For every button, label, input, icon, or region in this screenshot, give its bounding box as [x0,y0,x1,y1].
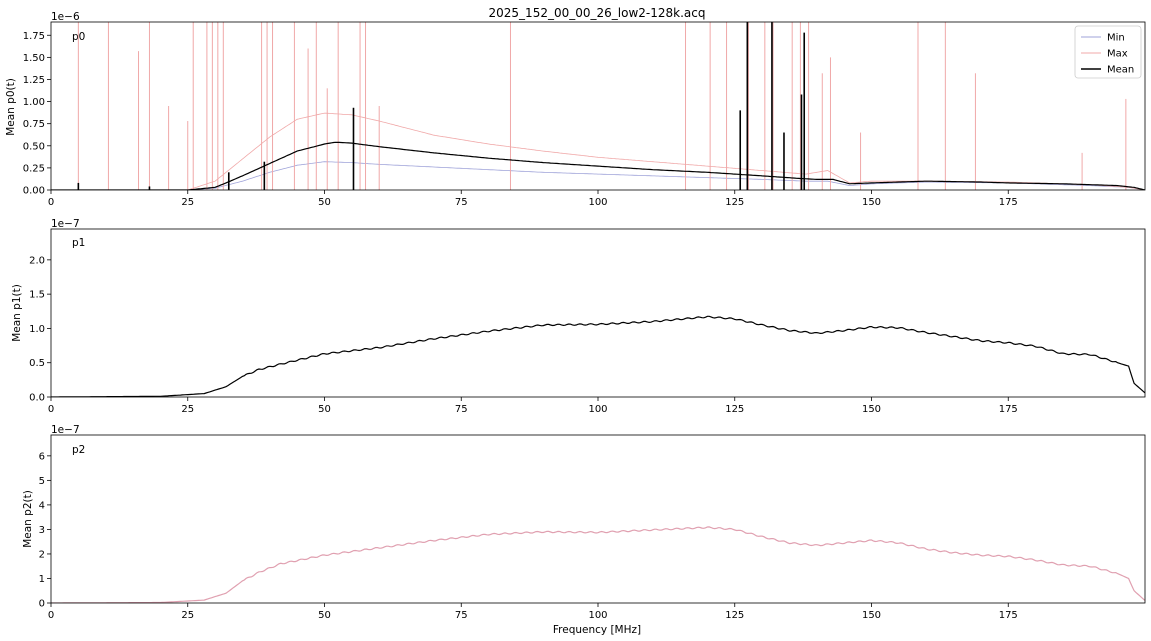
x-tick-label: 150 [862,404,881,415]
series-line-p1-series [51,315,1145,397]
panel-p0-plot-area [51,22,1145,190]
x-tick-label: 125 [725,197,744,208]
x-tick-label: 50 [318,404,331,415]
panel-p2-label: p2 [72,444,85,456]
panel-p2-plot-area [51,526,1145,603]
panel-p1: p1 Mean p1(t) 1e−7 0 25 50 75 100 125 150 175 0.… [11,218,1146,415]
legend-label-max: Max [1107,49,1128,60]
y-tick-label: 6 [39,451,45,462]
y-tick-label: 1 [39,574,45,585]
y-tick-label: 3 [39,525,45,536]
y-tick-label: 0.25 [23,163,45,174]
y-tick-label: 5 [39,476,45,487]
x-tick-label: 150 [862,197,881,208]
x-tick-label: 125 [725,610,744,621]
series-line-p2-series [51,526,1145,603]
y-tick-label: 0.0 [29,393,45,404]
x-axis-label: Frequency [MHz] [553,624,641,636]
panel-p0: p0 Mean p0(t) 1e−6 02550751001251501750.… [5,11,1146,208]
x-tick-label: 175 [999,404,1018,415]
y-tick-label: 0 [39,599,45,610]
x-tick-label: 0 [48,197,54,208]
y-tick-label: 1.00 [23,97,45,108]
x-tick-label: 175 [999,197,1018,208]
y-tick-label: 0.50 [23,141,45,152]
series-line-p0-min [51,161,1145,190]
panel-p1-offset-text: 1e−7 [51,218,80,230]
x-tick-label: 25 [181,610,194,621]
y-tick-label: 2.0 [29,255,45,266]
x-tick-label: 75 [455,197,468,208]
x-tick-label: 175 [999,610,1018,621]
panel-p0-ylabel: Mean p0(t) [5,78,17,136]
panel-p2: p2 Mean p2(t) 1e−7 0 25 50 75 100 125 150 17501… [22,424,1146,621]
x-tick-label: 25 [181,404,194,415]
y-tick-label: 1.50 [23,53,45,64]
y-tick-label: 0.75 [23,119,45,130]
legend: Min Max Mean [1074,25,1142,79]
panel-p0-offset-text: 1e−6 [51,11,80,23]
panel-p1-ylabel: Mean p1(t) [11,284,23,342]
y-tick-label: 0.00 [23,186,45,197]
y-tick-label: 0.5 [29,358,45,369]
panel-p1-plot-area [51,315,1145,397]
x-tick-label: 100 [588,404,607,415]
panel-p1-label: p1 [72,237,85,249]
y-tick-label: 1.5 [29,290,45,301]
series-line-p0-max [51,112,1145,190]
x-tick-label: 0 [48,610,54,621]
legend-box [1074,25,1142,79]
x-tick-label: 100 [588,610,607,621]
x-tick-label: 50 [318,197,331,208]
y-tick-label: 4 [39,500,45,511]
x-tick-label: 125 [725,404,744,415]
y-tick-label: 1.25 [23,75,45,86]
panel-p2-offset-text: 1e−7 [51,424,80,436]
figure-title: 2025_152_00_00_26_low2-128k.acq [489,6,706,20]
x-tick-label: 75 [455,404,468,415]
panel-p2-ylabel: Mean p2(t) [22,490,34,548]
x-tick-label: 25 [181,197,194,208]
axes-frame-p1 [50,228,1146,398]
axes-frame-p2 [50,434,1146,604]
legend-label-mean: Mean [1107,65,1134,76]
x-tick-label: 0 [48,404,54,415]
y-tick-label: 1.75 [23,31,45,42]
y-tick-label: 2 [39,549,45,560]
series-line-p0-mean [51,141,1145,190]
y-tick-label: 1.0 [29,324,45,335]
x-tick-label: 75 [455,610,468,621]
axes-frame-p0 [50,21,1146,191]
x-tick-label: 150 [862,610,881,621]
legend-label-min: Min [1107,33,1125,44]
x-tick-label: 100 [588,197,607,208]
x-tick-label: 50 [318,610,331,621]
